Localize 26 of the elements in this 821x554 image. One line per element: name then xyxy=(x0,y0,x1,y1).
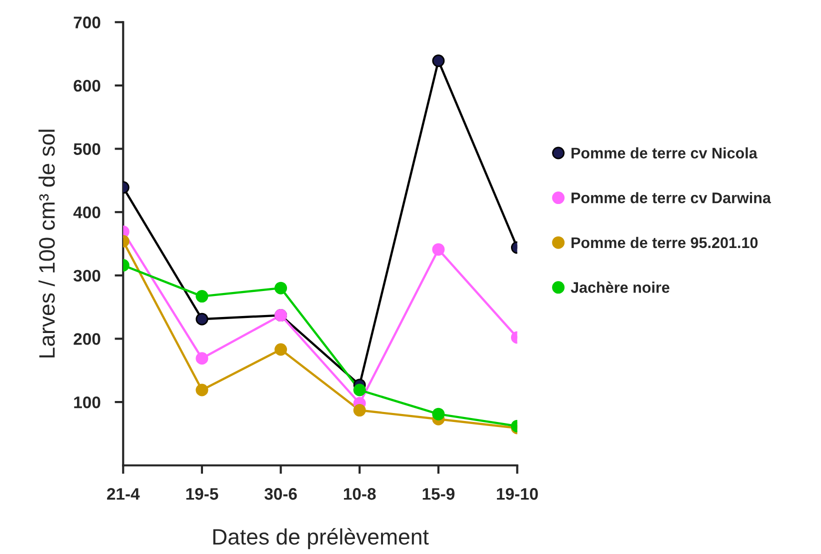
legend-label: Pomme de terre cv Darwina xyxy=(572,192,772,204)
y-tick-label: 200 xyxy=(74,333,100,345)
point xyxy=(432,243,445,256)
point xyxy=(353,384,366,396)
point xyxy=(353,404,366,417)
legend-label: Pomme de terre cv Nicola xyxy=(572,147,758,159)
x-tick-label: 10-8 xyxy=(344,488,376,500)
point xyxy=(432,408,445,420)
x-tick-label: 30-6 xyxy=(264,488,297,500)
point xyxy=(432,54,445,68)
y-tick-label: 100 xyxy=(74,396,100,408)
y-tick-label: 300 xyxy=(74,270,100,282)
y-tick-label: 500 xyxy=(74,143,100,155)
x-tick-label: 15-9 xyxy=(422,488,454,500)
point xyxy=(274,282,288,294)
legend-label: Pomme de terre 95.201.10 xyxy=(572,236,758,248)
legend-label: Jachère noire xyxy=(570,282,670,293)
x-tick-label: 21-4 xyxy=(107,488,140,500)
x-axis-title: Dates de prélèvement xyxy=(213,528,429,550)
y-tick-label: 700 xyxy=(74,16,100,28)
y-tick-label: 600 xyxy=(74,80,100,92)
x-tick-label: 19-5 xyxy=(186,488,218,500)
x-tick-label: 19-10 xyxy=(496,488,538,500)
point xyxy=(274,343,288,356)
y-tick-label: 400 xyxy=(73,206,100,218)
y-axis-title: Larves / 100 cm³ de sol xyxy=(38,130,55,358)
